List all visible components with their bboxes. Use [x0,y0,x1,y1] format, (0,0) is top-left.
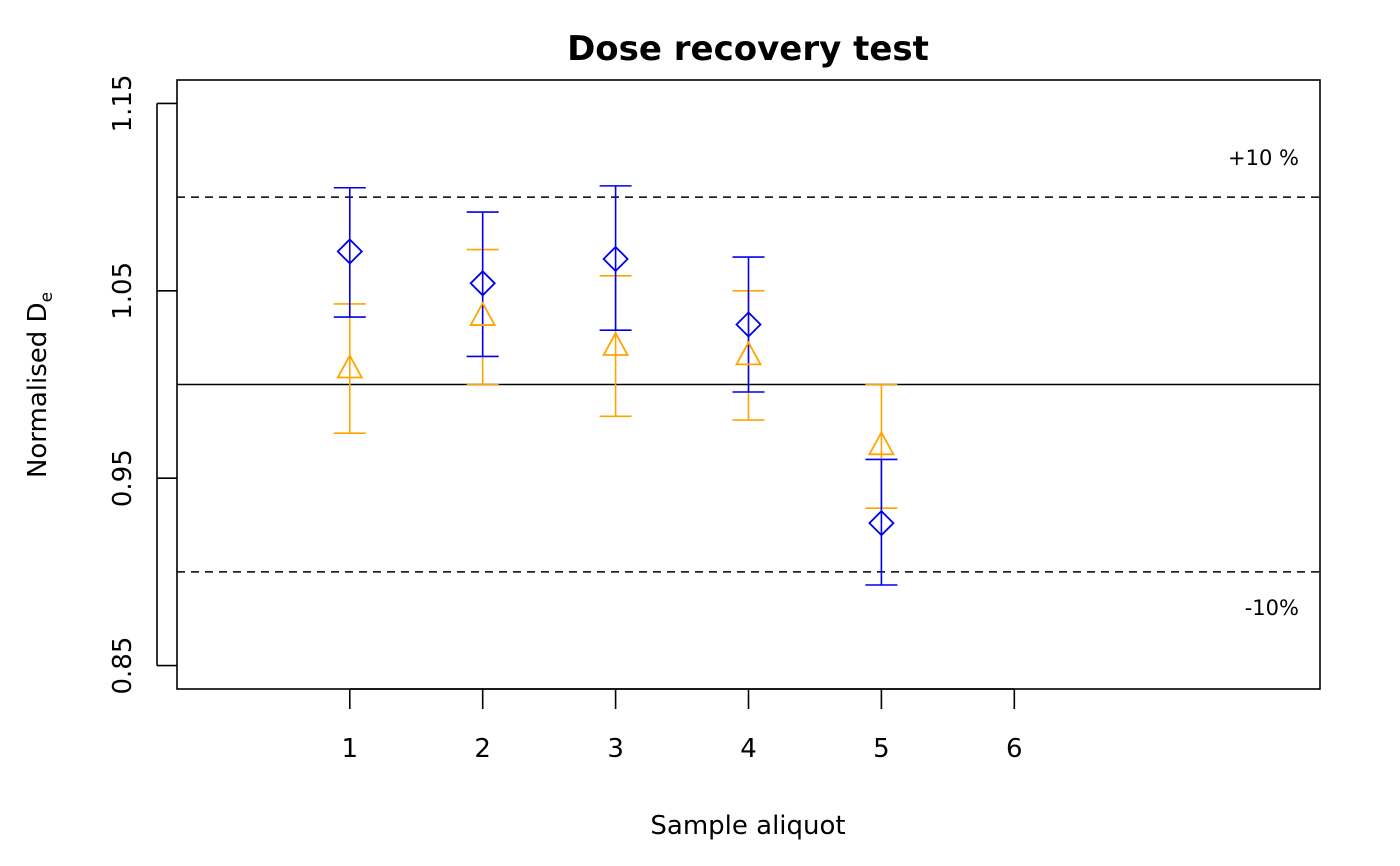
y-axis: 0.85 0.95 1.05 1.15 [108,74,177,695]
triangle-error-bar [333,303,366,435]
x-tick-label: 4 [740,734,757,764]
y-axis-title: Normalised De [23,292,57,478]
lower-limit-label: -10% [1245,596,1299,620]
triangle-point [336,353,364,379]
upper-limit-label: +10 % [1228,146,1299,170]
x-tick-label: 2 [474,734,491,764]
y-tick-label: 1.15 [108,74,138,132]
triangle-point [867,430,895,456]
error-bars [333,185,898,586]
x-tick-label: 3 [607,734,624,764]
triangle-point [602,331,630,356]
diamond-error-bar [865,458,898,586]
y-axis-title-main: Normalised D [23,302,53,478]
chart-title: Dose recovery test [567,29,929,69]
triangle-point [469,301,497,326]
x-axis-title: Sample aliquot [650,811,845,841]
x-tick-label: 1 [342,734,359,764]
x-axis: 1 2 3 4 5 6 [342,688,1023,764]
x-tick-label: 5 [873,734,890,764]
diamond-point [735,311,762,338]
diamond-error-bar [599,185,632,331]
x-tick-label: 6 [1006,734,1023,764]
diamond-error-bar [732,256,765,393]
y-tick-label: 0.95 [108,449,138,507]
data-markers [336,238,895,537]
y-axis-title-subscript: e [37,292,57,302]
y-tick-label: 1.05 [108,262,138,320]
diamond-point [868,509,895,537]
diamond-error-bar [466,211,499,358]
diamond-point [469,270,496,297]
diamond-point [602,245,629,273]
triangle-point [734,340,763,366]
y-tick-label: 0.85 [108,637,138,695]
diamond-error-bar [333,186,366,318]
diamond-point [336,238,364,265]
